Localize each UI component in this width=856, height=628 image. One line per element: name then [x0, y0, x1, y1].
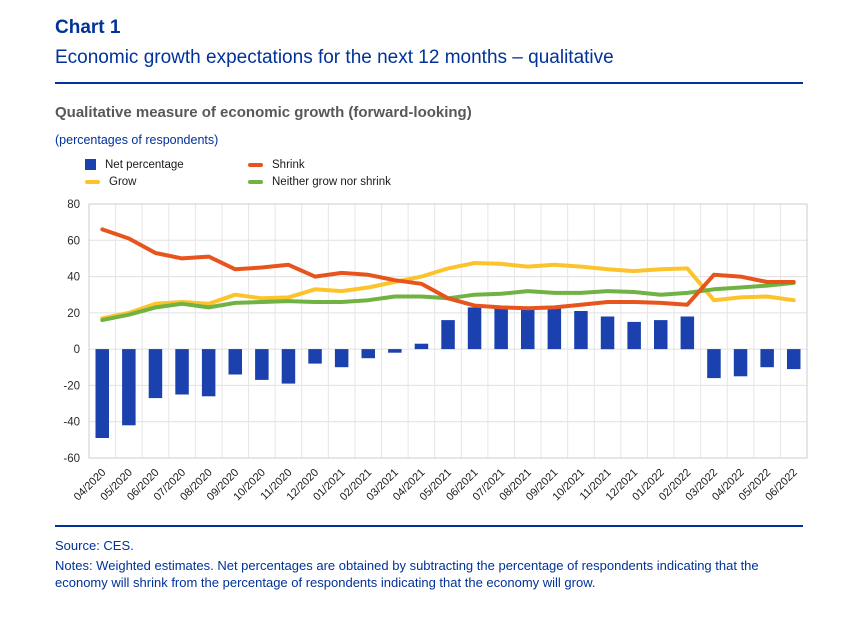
net-percentage-bar — [760, 348, 774, 367]
legend-label: Grow — [109, 175, 137, 188]
net-percentage-bar — [255, 348, 269, 380]
net-percentage-bar — [707, 348, 721, 378]
net-percentage-bar — [680, 316, 695, 349]
chart-subtitle: Qualitative measure of economic growth (… — [55, 103, 472, 121]
chart-svg: 806040200-20-40-6004/202005/202006/20200… — [63, 199, 808, 503]
y-axis-tick-label: -40 — [63, 416, 80, 428]
y-axis-tick-label: 20 — [67, 308, 80, 320]
footer-divider — [55, 524, 803, 527]
net-percentage-bar — [228, 348, 242, 375]
net-percentage-bar — [733, 348, 748, 376]
header-divider — [55, 81, 803, 84]
y-axis-tick-label: 40 — [67, 271, 80, 283]
net-percentage-bar — [95, 348, 109, 438]
y-axis-tick-label: 0 — [74, 344, 80, 356]
net-percentage-bar — [494, 307, 508, 349]
shrink-line-icon — [248, 162, 263, 167]
y-axis-tick-label: -20 — [63, 380, 80, 392]
net-percentage-bar — [388, 348, 402, 353]
net-percentage-bar — [787, 348, 801, 369]
legend-item-neither: Neither grow nor shrink — [248, 176, 807, 188]
y-axis-tick-label: 60 — [67, 235, 80, 247]
net-percentage-bar — [467, 307, 482, 349]
net-percentage-bar — [574, 310, 588, 349]
grow-line-icon — [85, 179, 100, 184]
neither-line-icon — [248, 179, 263, 184]
chart-units-label: (percentages of respondents) — [55, 132, 219, 147]
net-percentage-swatch-icon — [85, 159, 96, 171]
net-percentage-bar — [308, 348, 322, 364]
net-percentage-bar — [175, 348, 189, 395]
y-axis-tick-label: 80 — [67, 199, 80, 211]
net-percentage-bar — [600, 316, 615, 349]
legend-label: Neither grow nor shrink — [272, 175, 391, 188]
net-percentage-bar — [654, 319, 668, 349]
net-percentage-bar — [334, 348, 349, 367]
page-title: Economic growth expectations for the nex… — [55, 46, 614, 68]
legend-item-grow: Grow — [85, 176, 248, 188]
legend-item-net-percentage: Net percentage — [85, 159, 248, 171]
net-percentage-bar — [414, 343, 429, 349]
chart-number-label: Chart 1 — [55, 17, 121, 38]
source-text: Source: CES. — [55, 537, 134, 553]
net-percentage-bar — [521, 308, 535, 349]
chart-legend: Net percentage Shrink Grow Neither grow … — [85, 159, 807, 188]
net-percentage-bar — [148, 348, 163, 398]
net-percentage-bar — [627, 321, 641, 349]
legend-label: Net percentage — [105, 158, 184, 171]
legend-item-shrink: Shrink — [248, 159, 807, 171]
net-percentage-bar — [441, 319, 455, 349]
content: Chart 1 Economic growth expectations for… — [55, 0, 808, 592]
net-percentage-bar — [361, 348, 375, 358]
net-percentage-bar — [547, 307, 562, 349]
net-percentage-bar — [201, 348, 216, 396]
legend-label: Shrink — [272, 158, 305, 171]
net-percentage-bar — [281, 348, 296, 384]
notes-text: Notes: Weighted estimates. Net percentag… — [55, 557, 759, 591]
chart-area: 80 60 40 20 0 -20 -40 -60 04/2020 05/2020 06/2020 0… — [43, 196, 808, 523]
shrink-line — [100, 227, 796, 310]
grow-line — [100, 260, 796, 320]
plot-border — [88, 203, 808, 459]
net-percentage-bar — [122, 348, 136, 425]
y-axis-tick-label: -60 — [63, 453, 80, 465]
